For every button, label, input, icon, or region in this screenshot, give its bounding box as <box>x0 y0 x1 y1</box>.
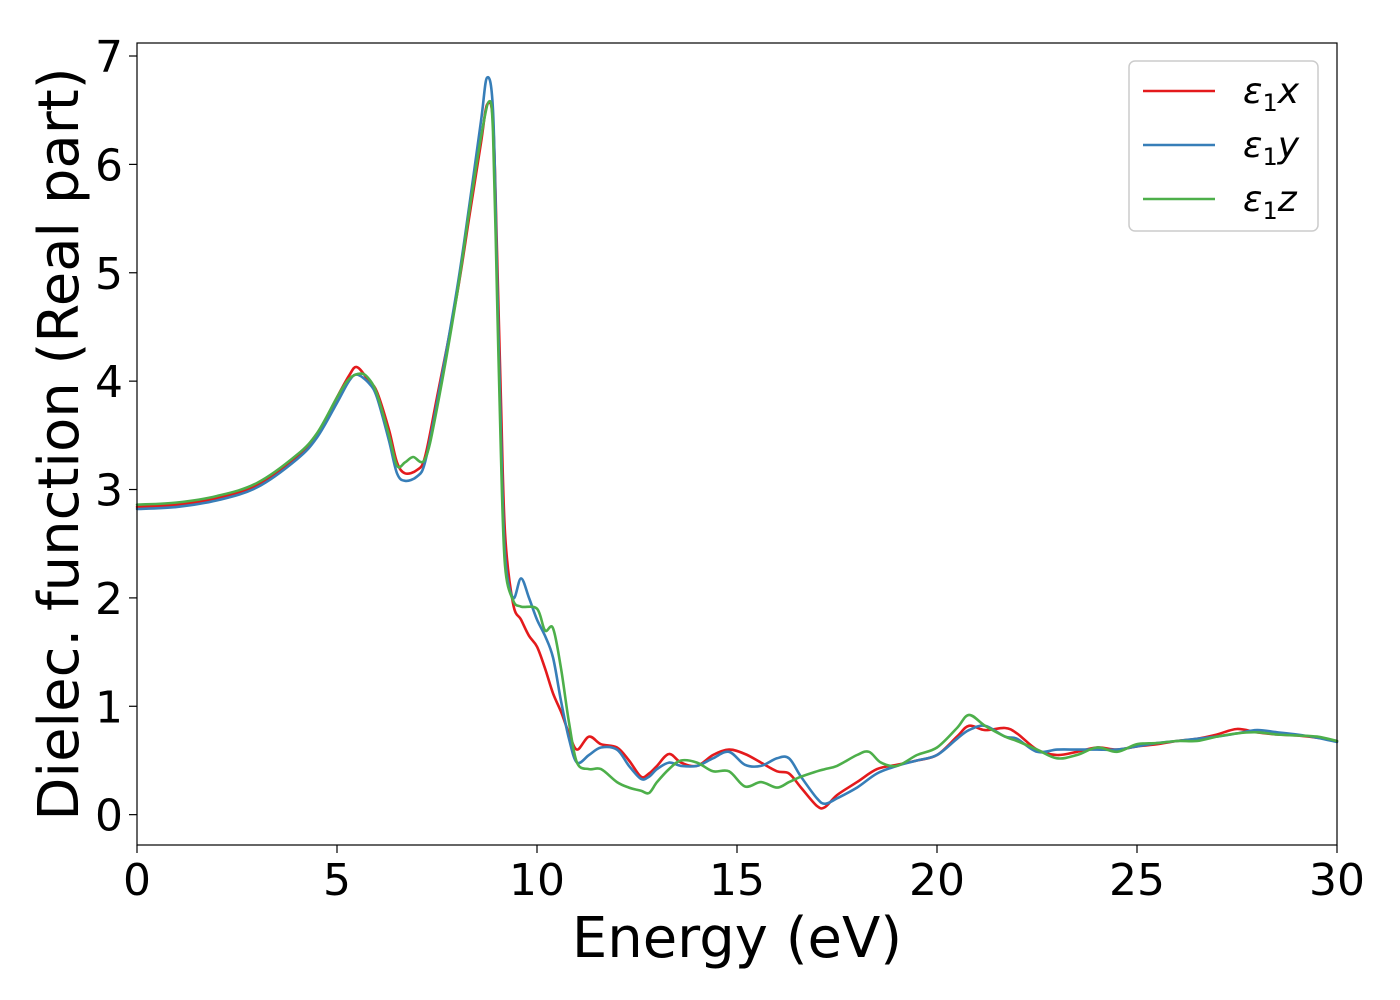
x-tick-label: 25 <box>1109 855 1165 906</box>
y-tick-label: 0 <box>95 791 123 842</box>
y-tick-label: 1 <box>95 682 123 733</box>
y-tick-label: 4 <box>95 357 123 408</box>
x-tick-label: 10 <box>509 855 565 906</box>
x-tick-label: 20 <box>909 855 965 906</box>
x-tick-label: 0 <box>123 855 151 906</box>
legend-box <box>1128 60 1319 232</box>
y-tick-label: 5 <box>95 249 123 300</box>
y-tick-label: 2 <box>95 574 123 625</box>
series-line-x <box>135 100 1339 810</box>
series-line-z <box>135 99 1339 795</box>
legend-label-y: ε1y <box>1243 125 1300 171</box>
x-axis: 0 5 10 15 20 25 30 <box>123 845 1365 906</box>
series-layer <box>135 75 1339 810</box>
x-axis-label: Energy (eV) <box>572 906 902 971</box>
y-axis: 0 1 2 3 4 5 6 7 <box>95 32 137 842</box>
legend-label-x: ε1x <box>1243 71 1300 117</box>
y-tick-label: 3 <box>95 466 123 517</box>
legend-label-z: ε1z <box>1243 179 1298 225</box>
y-tick-label: 6 <box>95 140 123 191</box>
legend: ε1x ε1y ε1z <box>1128 60 1319 232</box>
x-tick-label: 15 <box>709 855 765 906</box>
x-tick-label: 30 <box>1309 855 1365 906</box>
y-tick-label: 7 <box>95 32 123 83</box>
x-tick-label: 5 <box>323 855 351 906</box>
series-line-y <box>135 75 1339 806</box>
y-axis-label: Dielec. function (Real part) <box>27 67 92 820</box>
